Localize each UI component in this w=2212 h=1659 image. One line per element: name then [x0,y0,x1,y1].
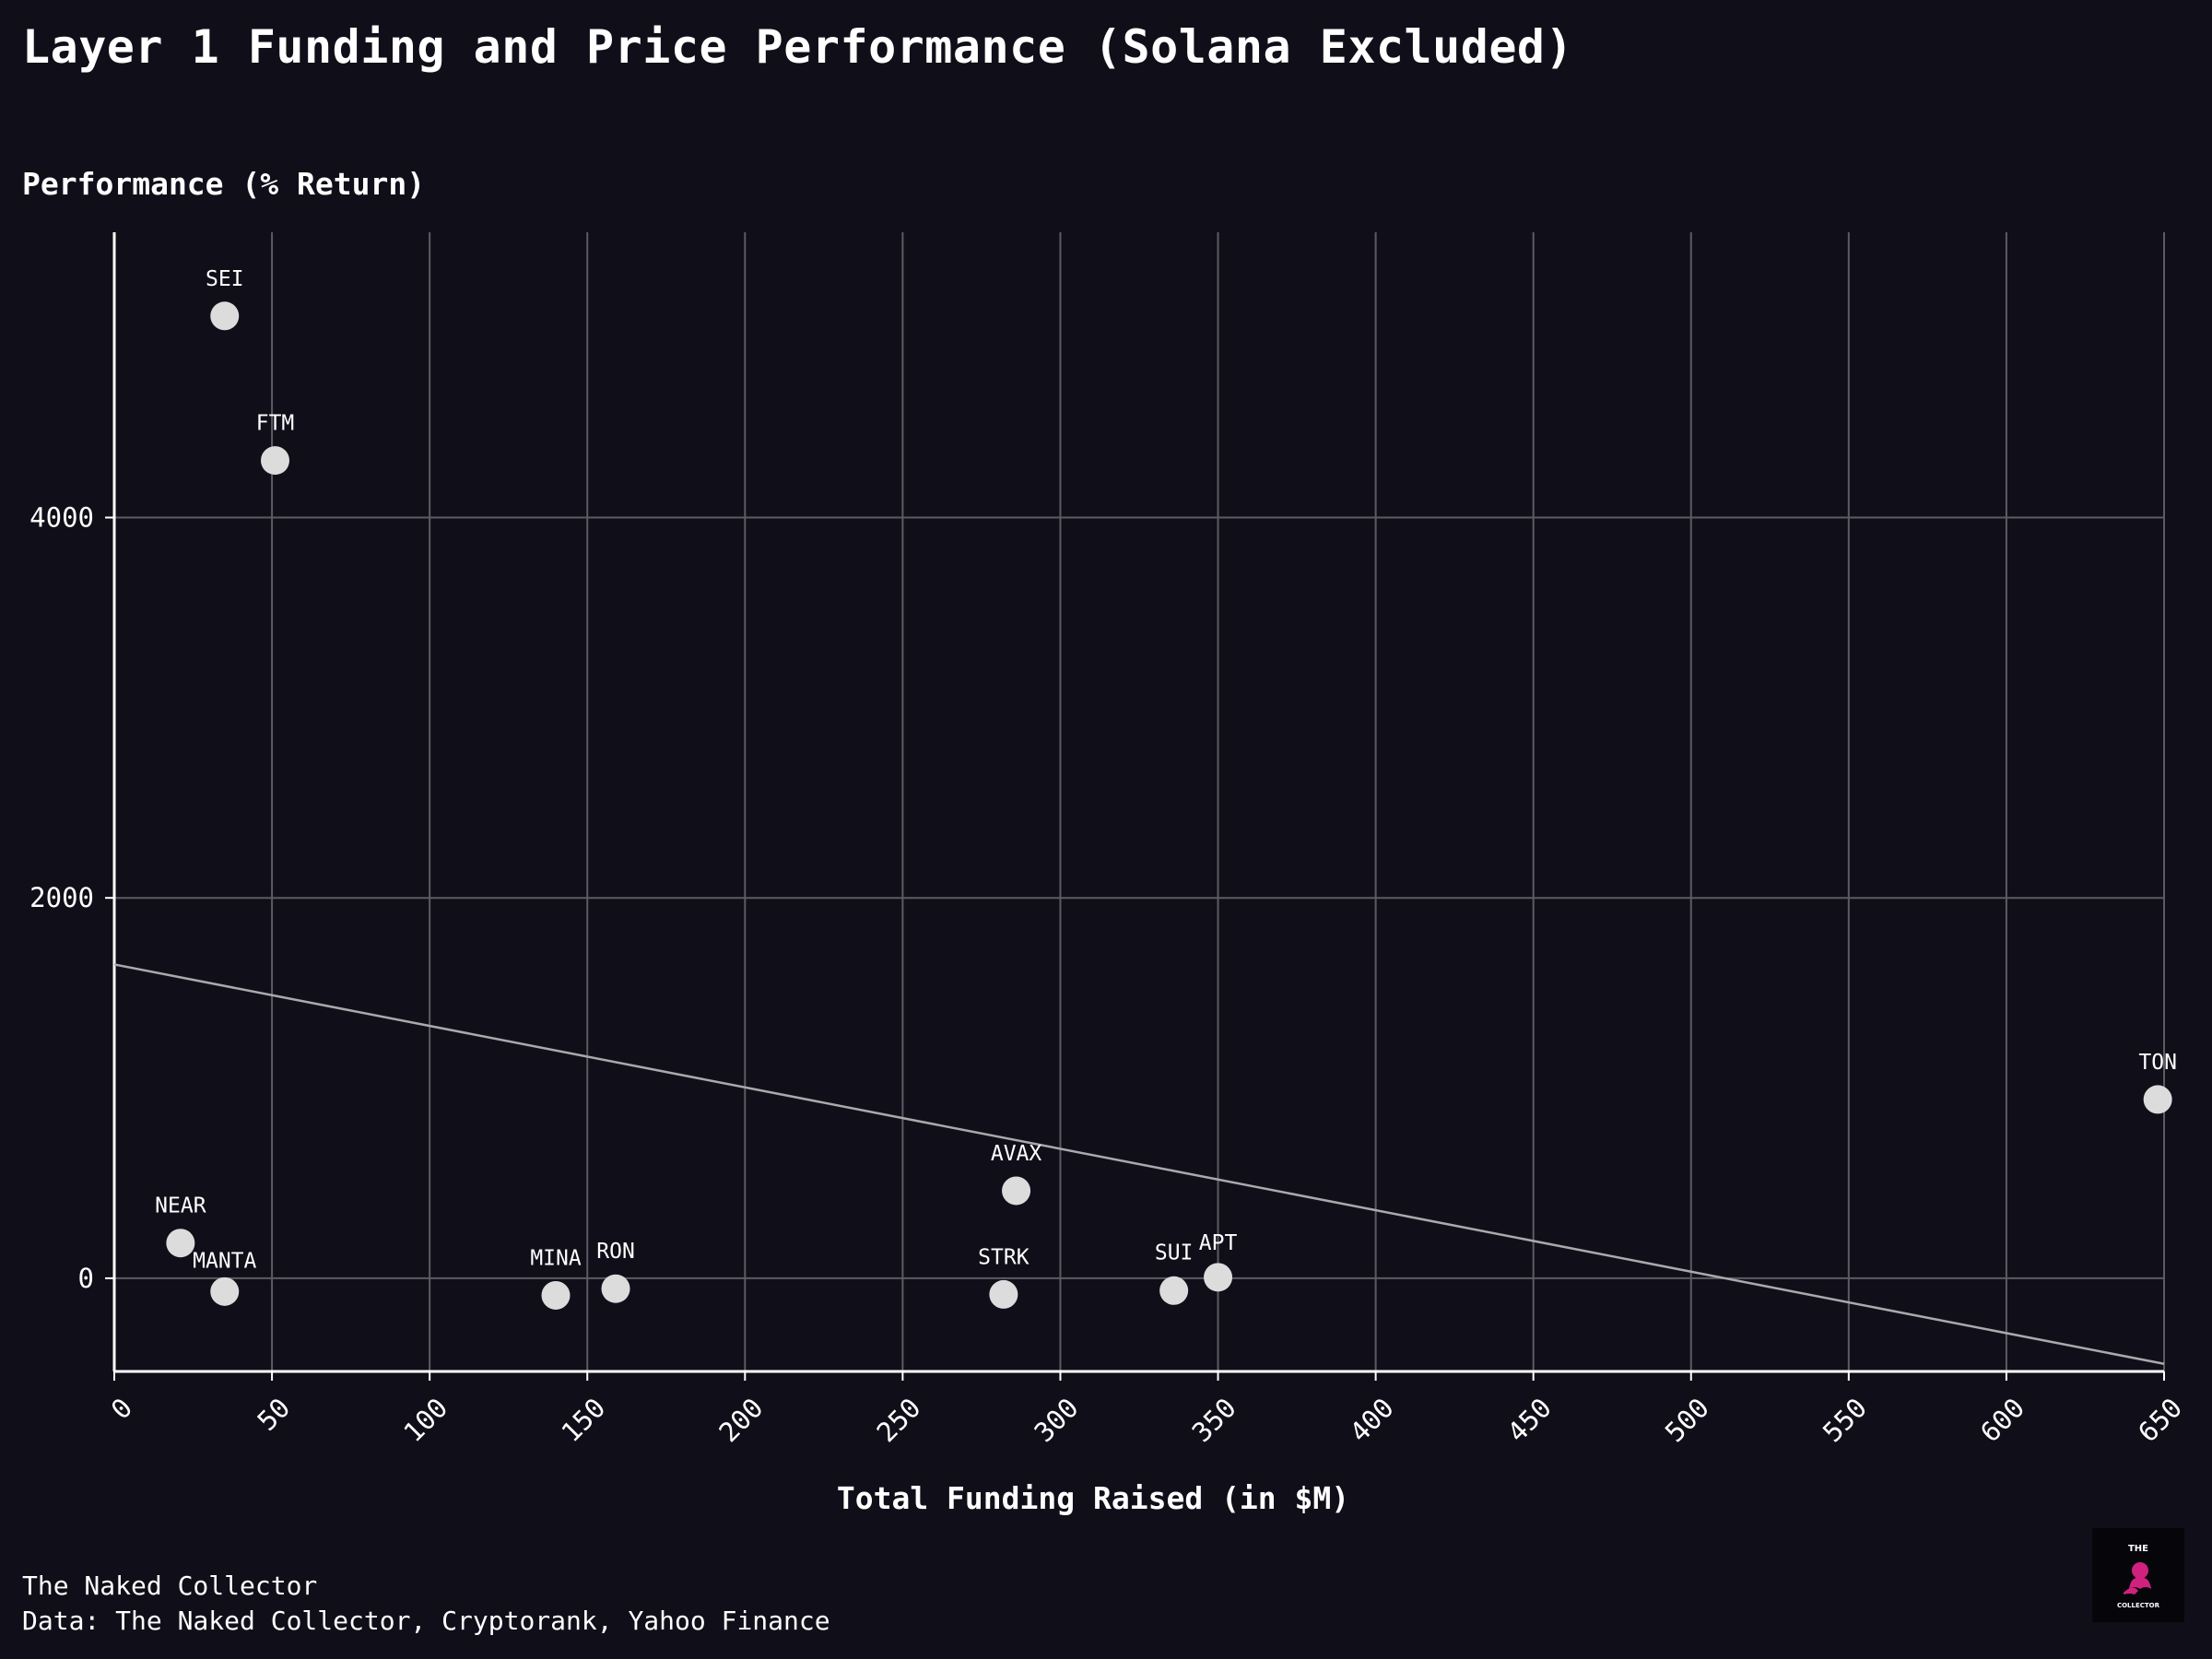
data-point [1159,1276,1189,1305]
x-tick-label: 200 [712,1392,769,1448]
footer-author: The Naked Collector [22,1571,318,1601]
brand-logo: THE COLLECTOR [2092,1528,2184,1622]
x-tick-label: 400 [1344,1392,1400,1448]
point-label: RON [596,1240,635,1264]
footer: The Naked Collector Data: The Naked Coll… [22,1569,830,1639]
x-tick-label: 500 [1659,1392,1715,1448]
x-tick-label: 50 [252,1392,297,1437]
x-tick-label: 150 [555,1392,611,1448]
data-point [2143,1085,2172,1114]
point-label: FTM [256,412,295,436]
trendline [113,963,2165,1365]
point-label: MINA [530,1246,582,1270]
y-tick-label: 0 [78,1263,94,1294]
x-axis-title: Total Funding Raised (in $M) [837,1480,1349,1516]
chart-title: Layer 1 Funding and Price Performance (S… [22,20,1574,74]
data-point [1002,1176,1031,1206]
data-point [260,446,289,476]
x-tick-label: 0 [105,1392,138,1425]
x-tick-label: 450 [1501,1392,1558,1448]
x-tick-label: 100 [397,1392,453,1448]
data-point [166,1229,195,1258]
grid-lines [114,232,2165,1371]
x-tick-label: 600 [1974,1392,2030,1448]
data-point [541,1280,571,1310]
x-tick-label: 300 [1029,1392,1085,1448]
data-point [1204,1263,1233,1292]
data-points [166,301,2172,1310]
point-labels: SEI FTM NEAR MANTA MINA RON STRK AVAX SUI APT TON [155,267,2177,1274]
y-tick-label: 2000 [29,882,94,913]
point-label: NEAR [155,1194,206,1218]
point-label: TON [2138,1051,2177,1075]
data-point [210,301,240,331]
point-label: SUI [1155,1241,1194,1265]
axes: 0 50 100 150 200 250 300 350 400 450 500 550 600 650 0… [29,232,2188,1448]
data-point [210,1277,240,1306]
y-axis-title: Performance (% Return) [22,166,426,202]
point-label: APT [1199,1231,1238,1255]
trendline-layer [113,963,2165,1365]
x-tick-label: 250 [871,1392,927,1448]
footer-source: Data: The Naked Collector, Cryptorank, Y… [22,1606,830,1636]
logo-figure-icon [2124,1562,2151,1594]
y-tick-label: 4000 [29,502,94,534]
point-label: STRK [978,1245,1030,1269]
x-tick-label: 650 [2132,1392,2188,1448]
data-point [989,1279,1018,1309]
x-tick-label: 350 [1186,1392,1242,1448]
point-label: MANTA [193,1249,256,1273]
logo-bottom-text: COLLECTOR [2116,1602,2160,1609]
point-label: SEI [206,267,244,291]
data-point [601,1274,630,1303]
point-label: AVAX [991,1142,1042,1166]
logo-top-text: THE [2127,1544,2149,1554]
x-tick-label: 550 [1817,1392,1873,1448]
